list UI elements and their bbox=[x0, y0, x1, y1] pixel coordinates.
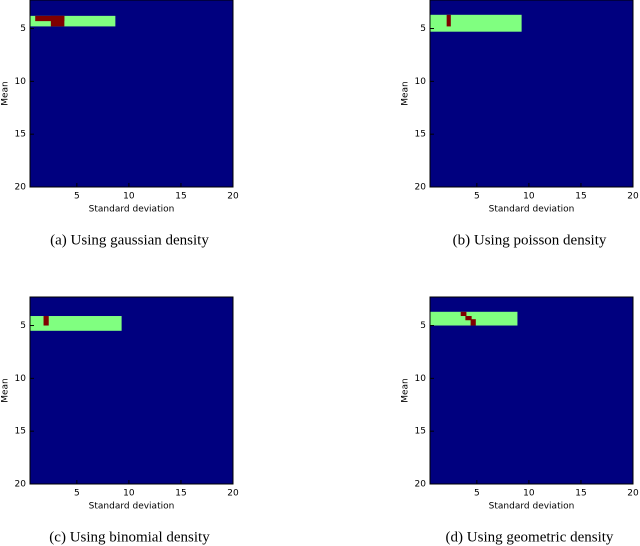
y-tick-label: 5 bbox=[420, 24, 426, 34]
x-tick-label: 5 bbox=[474, 192, 480, 202]
y-tick-label: 20 bbox=[15, 183, 27, 193]
heatmap-cell bbox=[430, 311, 518, 326]
heatmap-background bbox=[30, 0, 233, 187]
x-tick-label: 10 bbox=[523, 192, 535, 202]
heatmap-cell bbox=[30, 316, 122, 331]
x-tick-label: 15 bbox=[575, 489, 586, 499]
x-tick-label: 20 bbox=[227, 489, 239, 499]
heatmap-cell bbox=[30, 15, 116, 27]
y-tick-label: 10 bbox=[415, 77, 427, 87]
y-axis-label: Mean bbox=[1, 81, 11, 106]
heatmap-cell bbox=[43, 316, 49, 326]
plot-frame bbox=[29, 0, 234, 188]
y-tick-label: 15 bbox=[415, 427, 426, 437]
x-tick-label: 5 bbox=[74, 192, 80, 202]
x-tick-label: 15 bbox=[175, 192, 186, 202]
caption: (b) Using poisson density bbox=[453, 232, 607, 248]
y-tick-label: 15 bbox=[415, 130, 426, 140]
plot-frame bbox=[429, 296, 634, 485]
heatmap-cell bbox=[460, 311, 467, 317]
heatmap-cell bbox=[446, 14, 451, 27]
y-tick-label: 10 bbox=[15, 374, 27, 384]
y-tick-label: 20 bbox=[415, 480, 427, 490]
x-axis-label: Standard deviation bbox=[89, 205, 175, 215]
y-tick-label: 20 bbox=[15, 480, 27, 490]
y-axis-label: Mean bbox=[401, 81, 411, 106]
y-tick-label: 5 bbox=[20, 24, 26, 34]
y-tick-label: 5 bbox=[420, 321, 426, 331]
heatmap-cell bbox=[465, 316, 472, 321]
y-tick-label: 10 bbox=[415, 374, 427, 384]
heatmap-cell bbox=[470, 319, 476, 326]
y-tick-label: 15 bbox=[15, 130, 26, 140]
plot-frame bbox=[429, 0, 634, 188]
x-tick-label: 20 bbox=[227, 192, 239, 202]
x-axis-label: Standard deviation bbox=[489, 205, 575, 215]
x-axis-label: Standard deviation bbox=[89, 502, 175, 512]
x-tick-label: 10 bbox=[123, 489, 135, 499]
y-tick-label: 20 bbox=[415, 183, 427, 193]
y-tick-label: 15 bbox=[15, 427, 26, 437]
heatmap-cell bbox=[430, 14, 522, 32]
y-axis-label: Mean bbox=[1, 378, 11, 403]
x-tick-label: 10 bbox=[123, 192, 135, 202]
x-tick-label: 5 bbox=[474, 489, 480, 499]
x-tick-label: 20 bbox=[627, 192, 639, 202]
y-axis-label: Mean bbox=[401, 378, 411, 403]
heatmap-cell bbox=[50, 15, 65, 27]
y-tick-label: 10 bbox=[15, 77, 27, 87]
heatmap-cell bbox=[35, 15, 65, 22]
y-tick-label: 5 bbox=[20, 321, 26, 331]
caption: (a) Using gaussian density bbox=[50, 232, 209, 248]
x-tick-label: 20 bbox=[627, 489, 639, 499]
plot-frame bbox=[29, 296, 234, 485]
x-axis-label: Standard deviation bbox=[489, 502, 575, 512]
x-tick-label: 15 bbox=[175, 489, 186, 499]
caption: (c) Using binomial density bbox=[49, 529, 210, 545]
x-tick-label: 10 bbox=[523, 489, 535, 499]
x-tick-label: 5 bbox=[74, 489, 80, 499]
caption: (d) Using geometric density bbox=[446, 529, 614, 545]
x-tick-label: 15 bbox=[575, 192, 586, 202]
heatmap-background bbox=[430, 297, 633, 484]
